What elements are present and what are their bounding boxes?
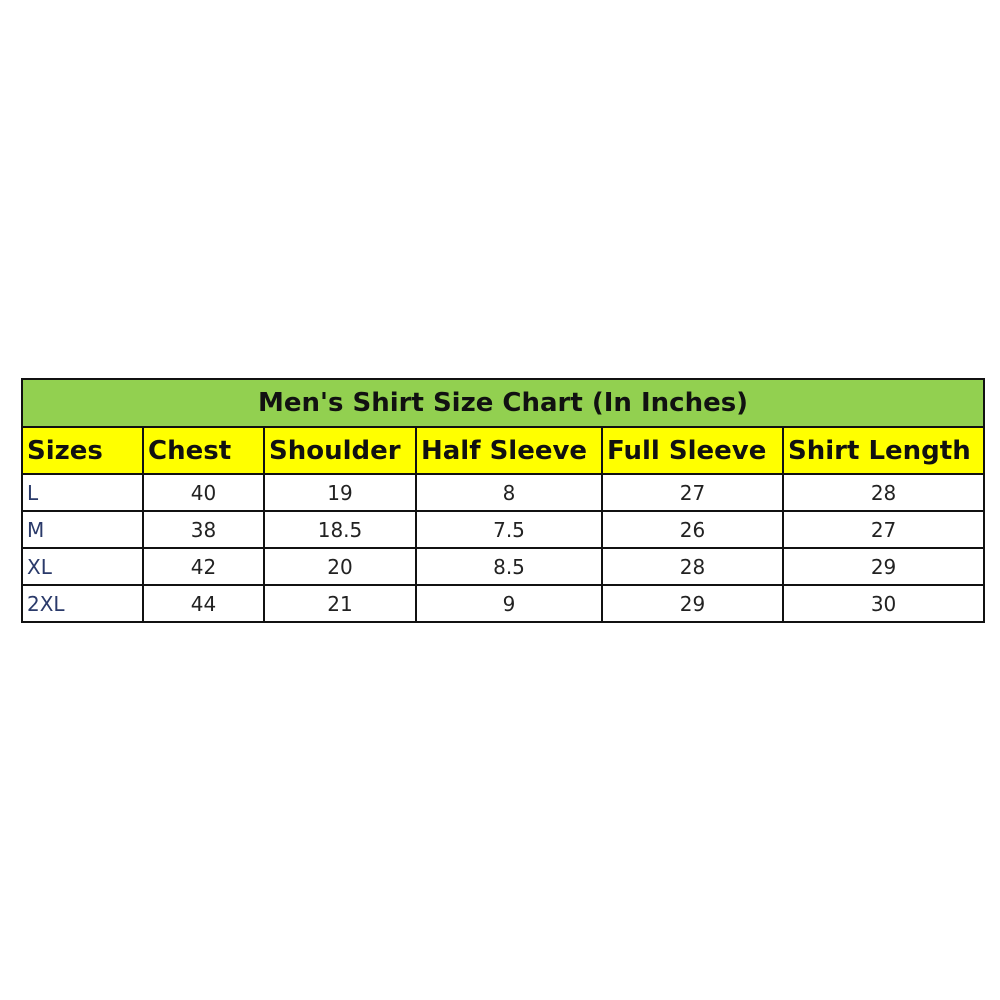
cell-shirt-length: 29 [781,547,986,586]
cell-shirt-length: 28 [781,473,986,512]
size-chart-table: Men's Shirt Size Chart (In Inches) Sizes… [20,378,986,623]
cell-half-sleeve: 9 [415,584,603,623]
cell-shoulder: 18.5 [263,510,417,549]
cell-shirt-length: 27 [781,510,986,549]
cell-full-sleeve: 27 [601,473,784,512]
cell-shoulder: 20 [263,547,417,586]
header-row: Sizes Chest Shoulder Half Sleeve Full Sl… [21,426,986,475]
cell-chest: 42 [142,547,265,586]
cell-size: L [21,473,144,512]
cell-shoulder: 21 [263,584,417,623]
cell-full-sleeve: 28 [601,547,784,586]
header-sizes: Sizes [21,426,144,475]
cell-size: M [21,510,144,549]
table-row: XL 42 20 8.5 28 29 [21,547,986,586]
cell-half-sleeve: 8.5 [415,547,603,586]
cell-half-sleeve: 8 [415,473,603,512]
cell-size: 2XL [21,584,144,623]
header-chest: Chest [142,426,265,475]
cell-half-sleeve: 7.5 [415,510,603,549]
cell-shirt-length: 30 [781,584,986,623]
header-shoulder: Shoulder [263,426,417,475]
header-half-sleeve: Half Sleeve [415,426,603,475]
table-row: L 40 19 8 27 28 [21,473,986,512]
cell-chest: 38 [142,510,265,549]
table-row: 2XL 44 21 9 29 30 [21,584,986,623]
table-title: Men's Shirt Size Chart (In Inches) [20,378,986,428]
cell-full-sleeve: 29 [601,584,784,623]
cell-full-sleeve: 26 [601,510,784,549]
cell-chest: 44 [142,584,265,623]
cell-size: XL [21,547,144,586]
header-full-sleeve: Full Sleeve [601,426,784,475]
cell-shoulder: 19 [263,473,417,512]
cell-chest: 40 [142,473,265,512]
header-shirt-length: Shirt Length [781,426,986,475]
table-row: M 38 18.5 7.5 26 27 [21,510,986,549]
